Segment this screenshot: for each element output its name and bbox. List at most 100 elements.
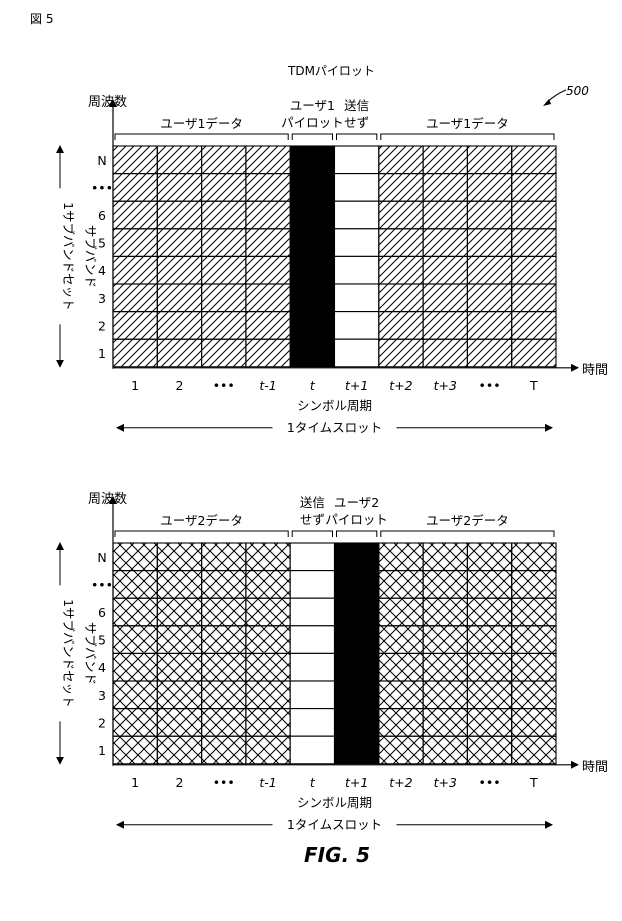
grid-cell-cross [379, 598, 423, 626]
panel-2-diagram: 周波数ユーザ2データユーザ2データユーザ2パイロット送信せずN•••654321… [0, 485, 622, 830]
grid-cell-hatch [246, 312, 290, 340]
grid-cell-hatch [467, 229, 511, 257]
grid-cell-cross [379, 653, 423, 681]
grid-cell-hatch [467, 201, 511, 229]
grid-cell-cross [157, 571, 201, 599]
grid-cell-hatch [467, 174, 511, 202]
grid-cell-hatch [246, 284, 290, 312]
grid-cell-hatch [202, 312, 246, 340]
grid-cell-cross [467, 736, 511, 764]
x-tick-label: ••• [478, 378, 500, 393]
y-tick-label: 5 [98, 236, 106, 251]
frequency-axis-label: 周波数 [88, 492, 127, 507]
grid-cell-hatch [423, 201, 467, 229]
left-data-brace [115, 134, 288, 140]
x-tick-label: t [310, 775, 316, 790]
timeslot-label: 1タイムスロット [287, 420, 382, 433]
right-data-label: ユーザ1データ [426, 116, 509, 131]
subband-vertical-label: サブバンド [83, 225, 98, 288]
grid-cell-hatch [467, 339, 511, 367]
grid-cell-black [335, 543, 379, 571]
grid-cell-cross [379, 709, 423, 737]
grid-cell-cross [202, 736, 246, 764]
panel-1-diagram: 周波数ユーザ1データユーザ1データユーザ1パイロット送信せずN•••654321… [0, 88, 622, 433]
grid-cell-white [290, 571, 334, 599]
y-tick-label: ••• [91, 180, 113, 195]
grid-cell-cross [202, 598, 246, 626]
grid-cell-hatch [202, 256, 246, 284]
grid-cell-cross [113, 571, 157, 599]
grid-cell-hatch [202, 284, 246, 312]
subband-set-vertical-label: 1サブバンドセット [61, 599, 76, 708]
grid-cell-hatch [113, 284, 157, 312]
grid-cell-white [290, 709, 334, 737]
grid-cell-hatch [202, 146, 246, 174]
time-axis-label: 時間 [582, 760, 608, 775]
grid-cell-cross [512, 681, 556, 709]
grid-cell-hatch [246, 201, 290, 229]
grid-cell-hatch [512, 256, 556, 284]
grid-cell-cross [512, 626, 556, 654]
panel1-title: TDMパイロット [288, 62, 375, 79]
grid-cell-hatch [423, 312, 467, 340]
grid-cell-white [335, 339, 379, 367]
grid-cell-cross [246, 626, 290, 654]
grid-cell-hatch [113, 312, 157, 340]
timeslot-label: 1タイムスロット [287, 817, 382, 830]
y-tick-label: 1 [98, 346, 106, 361]
grid-cell-hatch [467, 312, 511, 340]
grid-cell-cross [467, 709, 511, 737]
grid-cell-cross [202, 681, 246, 709]
grid-cell-hatch [113, 146, 157, 174]
grid-cell-hatch [157, 201, 201, 229]
grid-cell-hatch [423, 339, 467, 367]
y-tick-label: 3 [98, 291, 106, 306]
grid-cell-hatch [512, 229, 556, 257]
grid-cell-cross [202, 626, 246, 654]
grid-cell-black [290, 256, 334, 284]
grid-cell-cross [512, 736, 556, 764]
grid-cell-white [335, 201, 379, 229]
grid-cell-cross [113, 681, 157, 709]
grid-cell-hatch [423, 174, 467, 202]
no-transmit-label-line2: せず [344, 115, 369, 130]
grid-cell-hatch [202, 174, 246, 202]
right-data-label: ユーザ2データ [426, 513, 509, 528]
grid-cell-hatch [157, 229, 201, 257]
grid-cell-black [335, 653, 379, 681]
grid-cell-cross [157, 626, 201, 654]
x-tick-label: t+2 [389, 775, 412, 790]
left-data-label: ユーザ2データ [160, 513, 243, 528]
grid-cell-cross [467, 626, 511, 654]
grid-cell-white [290, 653, 334, 681]
grid-cell-hatch [512, 201, 556, 229]
grid-cell-cross [423, 709, 467, 737]
grid-cell-hatch [157, 146, 201, 174]
grid-cell-hatch [512, 339, 556, 367]
y-tick-label: 5 [98, 633, 106, 648]
grid-cell-black [290, 312, 334, 340]
grid-cell-hatch [379, 284, 423, 312]
grid-cell-cross [512, 653, 556, 681]
grid-cell-cross [113, 626, 157, 654]
grid-cell-black [290, 339, 334, 367]
right-data-brace [381, 531, 554, 537]
grid-cell-black [335, 598, 379, 626]
pilot-label-line1: ユーザ1 [290, 98, 335, 113]
grid-cell-hatch [202, 339, 246, 367]
grid-cell-cross [423, 736, 467, 764]
grid-cell-hatch [379, 201, 423, 229]
grid-cell-hatch [113, 339, 157, 367]
y-tick-label: 6 [98, 208, 106, 223]
grid-cell-white [335, 312, 379, 340]
pilot-brace [292, 134, 332, 140]
grid-cell-cross [246, 709, 290, 737]
y-tick-label: 6 [98, 605, 106, 620]
pilot-label-line1: ユーザ2 [334, 495, 379, 510]
grid-cell-hatch [379, 174, 423, 202]
y-tick-label: ••• [91, 577, 113, 592]
grid-cell-black [290, 229, 334, 257]
x-tick-label: t+1 [345, 775, 368, 790]
grid-cell-cross [512, 543, 556, 571]
grid-cell-hatch [246, 146, 290, 174]
